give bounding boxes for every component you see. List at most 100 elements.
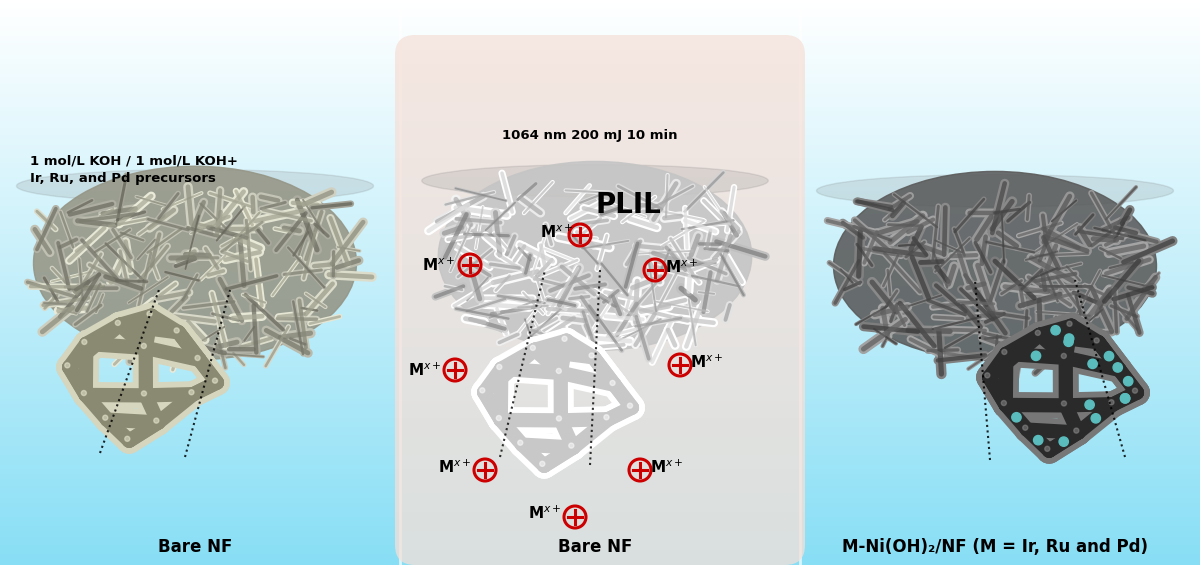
Bar: [0, 108, 1200, 109]
Circle shape: [530, 345, 535, 350]
Circle shape: [187, 388, 199, 401]
Bar: [0, 309, 1200, 310]
Bar: [0, 386, 1200, 387]
Bar: [0, 214, 1200, 215]
Bar: [0, 155, 1200, 156]
Bar: [0, 81, 1200, 82]
Bar: [0, 439, 1200, 440]
Bar: [0, 242, 1200, 243]
Bar: [0, 289, 1200, 290]
Bar: [0, 26, 1200, 27]
Bar: [0, 116, 1200, 117]
Bar: [0, 351, 1200, 352]
Bar: [0, 336, 1200, 337]
Circle shape: [142, 344, 146, 349]
Bar: [0, 92, 1200, 93]
Bar: [0, 53, 1200, 54]
Bar: [0, 478, 1200, 479]
Bar: [0, 87, 1200, 88]
Bar: [0, 233, 1200, 234]
Bar: [0, 88, 1200, 89]
Bar: [0, 300, 1200, 301]
Circle shape: [1092, 336, 1105, 349]
Circle shape: [1091, 414, 1100, 423]
Bar: [0, 42, 1200, 43]
Bar: [0, 110, 1200, 111]
Bar: [0, 28, 1200, 29]
Bar: [0, 321, 1200, 322]
Circle shape: [210, 376, 223, 389]
Bar: [0, 547, 1200, 548]
Circle shape: [562, 336, 568, 341]
Bar: [0, 31, 1200, 32]
Bar: [0, 269, 1200, 270]
Bar: [0, 29, 1200, 30]
Circle shape: [145, 309, 158, 322]
Bar: [0, 327, 1200, 328]
Bar: [0, 4, 1200, 5]
Bar: [0, 433, 1200, 434]
Bar: [0, 510, 1200, 511]
Bar: [0, 74, 1200, 75]
Bar: [0, 54, 1200, 55]
Circle shape: [1133, 388, 1138, 393]
Bar: [0, 128, 1200, 129]
Bar: [0, 522, 1200, 523]
Bar: [0, 240, 1200, 241]
Bar: [0, 335, 1200, 336]
Bar: [0, 556, 1200, 557]
Bar: [0, 488, 1200, 489]
Bar: [0, 408, 1200, 409]
Bar: [0, 120, 1200, 121]
Bar: [0, 198, 1200, 199]
Bar: [0, 381, 1200, 382]
Bar: [0, 101, 1200, 102]
Bar: [0, 363, 1200, 364]
Bar: [0, 163, 1200, 164]
Bar: [0, 539, 1200, 540]
Bar: [0, 564, 1200, 565]
Circle shape: [1130, 386, 1144, 399]
Bar: [0, 5, 1200, 6]
Bar: [0, 219, 1200, 220]
Bar: [0, 419, 1200, 420]
Bar: [0, 57, 1200, 58]
Bar: [0, 391, 1200, 392]
Circle shape: [1067, 321, 1072, 327]
Bar: [0, 172, 1200, 173]
Bar: [0, 421, 1200, 422]
Bar: [0, 34, 1200, 35]
Bar: [0, 343, 1200, 344]
Bar: [0, 393, 1200, 394]
Bar: [0, 41, 1200, 42]
Bar: [0, 136, 1200, 137]
Circle shape: [557, 368, 562, 373]
Bar: [0, 387, 1200, 388]
Bar: [0, 145, 1200, 146]
Bar: [0, 518, 1200, 519]
Bar: [0, 55, 1200, 56]
Circle shape: [82, 340, 86, 345]
Bar: [0, 420, 1200, 421]
Bar: [0, 226, 1200, 227]
Bar: [0, 514, 1200, 515]
Text: M$^{x+}$: M$^{x+}$: [665, 258, 698, 276]
Bar: [0, 261, 1200, 262]
Bar: [0, 395, 1200, 396]
Bar: [0, 364, 1200, 365]
Bar: [0, 56, 1200, 57]
Bar: [0, 280, 1200, 281]
Bar: [0, 278, 1200, 279]
Bar: [0, 509, 1200, 510]
Bar: [0, 72, 1200, 73]
Bar: [0, 453, 1200, 454]
Bar: [0, 542, 1200, 543]
Bar: [0, 372, 1200, 373]
Bar: [0, 324, 1200, 325]
Circle shape: [193, 354, 206, 366]
Bar: [0, 89, 1200, 90]
Bar: [0, 347, 1200, 348]
Bar: [0, 306, 1200, 307]
Bar: [0, 424, 1200, 425]
Bar: [0, 549, 1200, 550]
